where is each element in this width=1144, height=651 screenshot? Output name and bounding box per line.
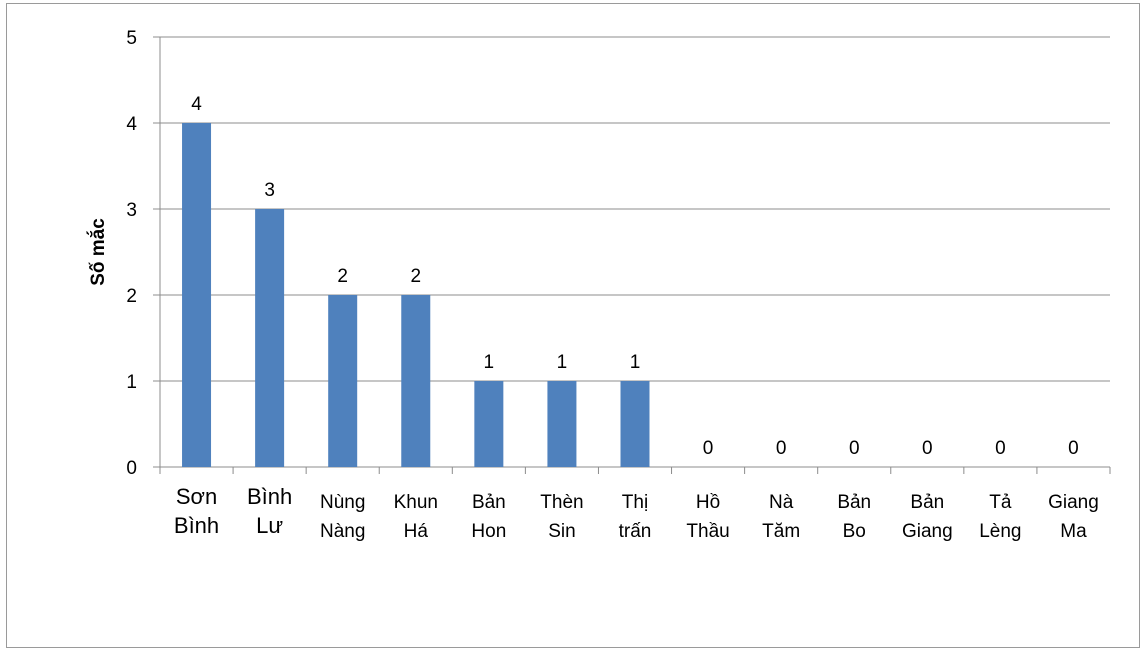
- bar: [255, 209, 285, 467]
- data-label: 4: [191, 94, 202, 115]
- y-axis-label: Số mắc: [87, 218, 109, 286]
- x-tick-label: Hồ: [696, 492, 720, 513]
- x-tick-label: Nàng: [320, 521, 365, 542]
- x-tick-label: Lư: [256, 513, 283, 538]
- data-label: 1: [557, 352, 568, 373]
- bar: [620, 381, 650, 467]
- x-tick-label: Thị: [622, 492, 648, 513]
- data-label: 3: [264, 180, 275, 201]
- y-tick-label: 5: [126, 28, 137, 49]
- x-tick-labels: Sơn Bình Bình Lư Nùng Nàng Khun Há Bản Hon Thèn Sin…: [174, 484, 1099, 542]
- data-label: 0: [849, 438, 860, 459]
- x-tick-label: Nà: [769, 492, 794, 513]
- data-labels: 4 3 2 2 1 1 1 0 0 0 0 0 0: [191, 94, 1079, 459]
- x-tick-label: Ma: [1060, 521, 1087, 542]
- x-tick-label: Tăm: [762, 521, 800, 542]
- x-tick-label: Bình: [174, 513, 219, 538]
- data-label: 0: [776, 438, 787, 459]
- y-tick-label: 3: [126, 200, 137, 221]
- bar: [401, 295, 431, 467]
- x-tick-label: trấn: [619, 521, 652, 542]
- x-tick-label: Bình: [247, 484, 292, 509]
- x-tick-label: Há: [404, 521, 429, 542]
- x-tick-label: Sin: [548, 521, 575, 542]
- x-tick-label: Sơn: [176, 484, 217, 509]
- data-label: 0: [703, 438, 714, 459]
- data-label: 0: [995, 438, 1006, 459]
- x-tick-label: Giang: [902, 521, 953, 542]
- y-tick-label: 4: [126, 114, 137, 135]
- y-tick-labels: 0 1 2 3 4 5: [126, 28, 137, 479]
- bar: [182, 123, 212, 467]
- x-tick-label: Bản: [472, 492, 506, 513]
- bars: [182, 123, 650, 467]
- bar: [328, 295, 358, 467]
- x-tick-label: Nùng: [320, 492, 365, 513]
- bar: [547, 381, 577, 467]
- x-tick-label: Khun: [394, 492, 438, 513]
- y-tick-label: 0: [126, 458, 137, 479]
- y-tick-label: 1: [126, 372, 137, 393]
- x-tick-label: Bản: [837, 492, 871, 513]
- x-tick-label: Bo: [843, 521, 866, 542]
- x-tick-label: Tả: [989, 492, 1012, 513]
- y-tick-label: 2: [126, 286, 137, 307]
- x-tick-label: Bản: [910, 492, 944, 513]
- data-label: 2: [337, 266, 348, 287]
- data-label: 2: [410, 266, 421, 287]
- data-label: 0: [1068, 438, 1079, 459]
- x-tick-label: Lèng: [979, 521, 1021, 542]
- data-label: 1: [630, 352, 641, 373]
- x-tick-label: Thèn: [540, 492, 583, 513]
- data-label: 1: [484, 352, 495, 373]
- x-tick-label: Giang: [1048, 492, 1099, 513]
- gridlines: [160, 36, 1110, 382]
- x-tick-label: Hon: [471, 521, 506, 542]
- x-tick-label: Thầu: [686, 521, 729, 542]
- bar: [474, 381, 504, 467]
- data-label: 0: [922, 438, 933, 459]
